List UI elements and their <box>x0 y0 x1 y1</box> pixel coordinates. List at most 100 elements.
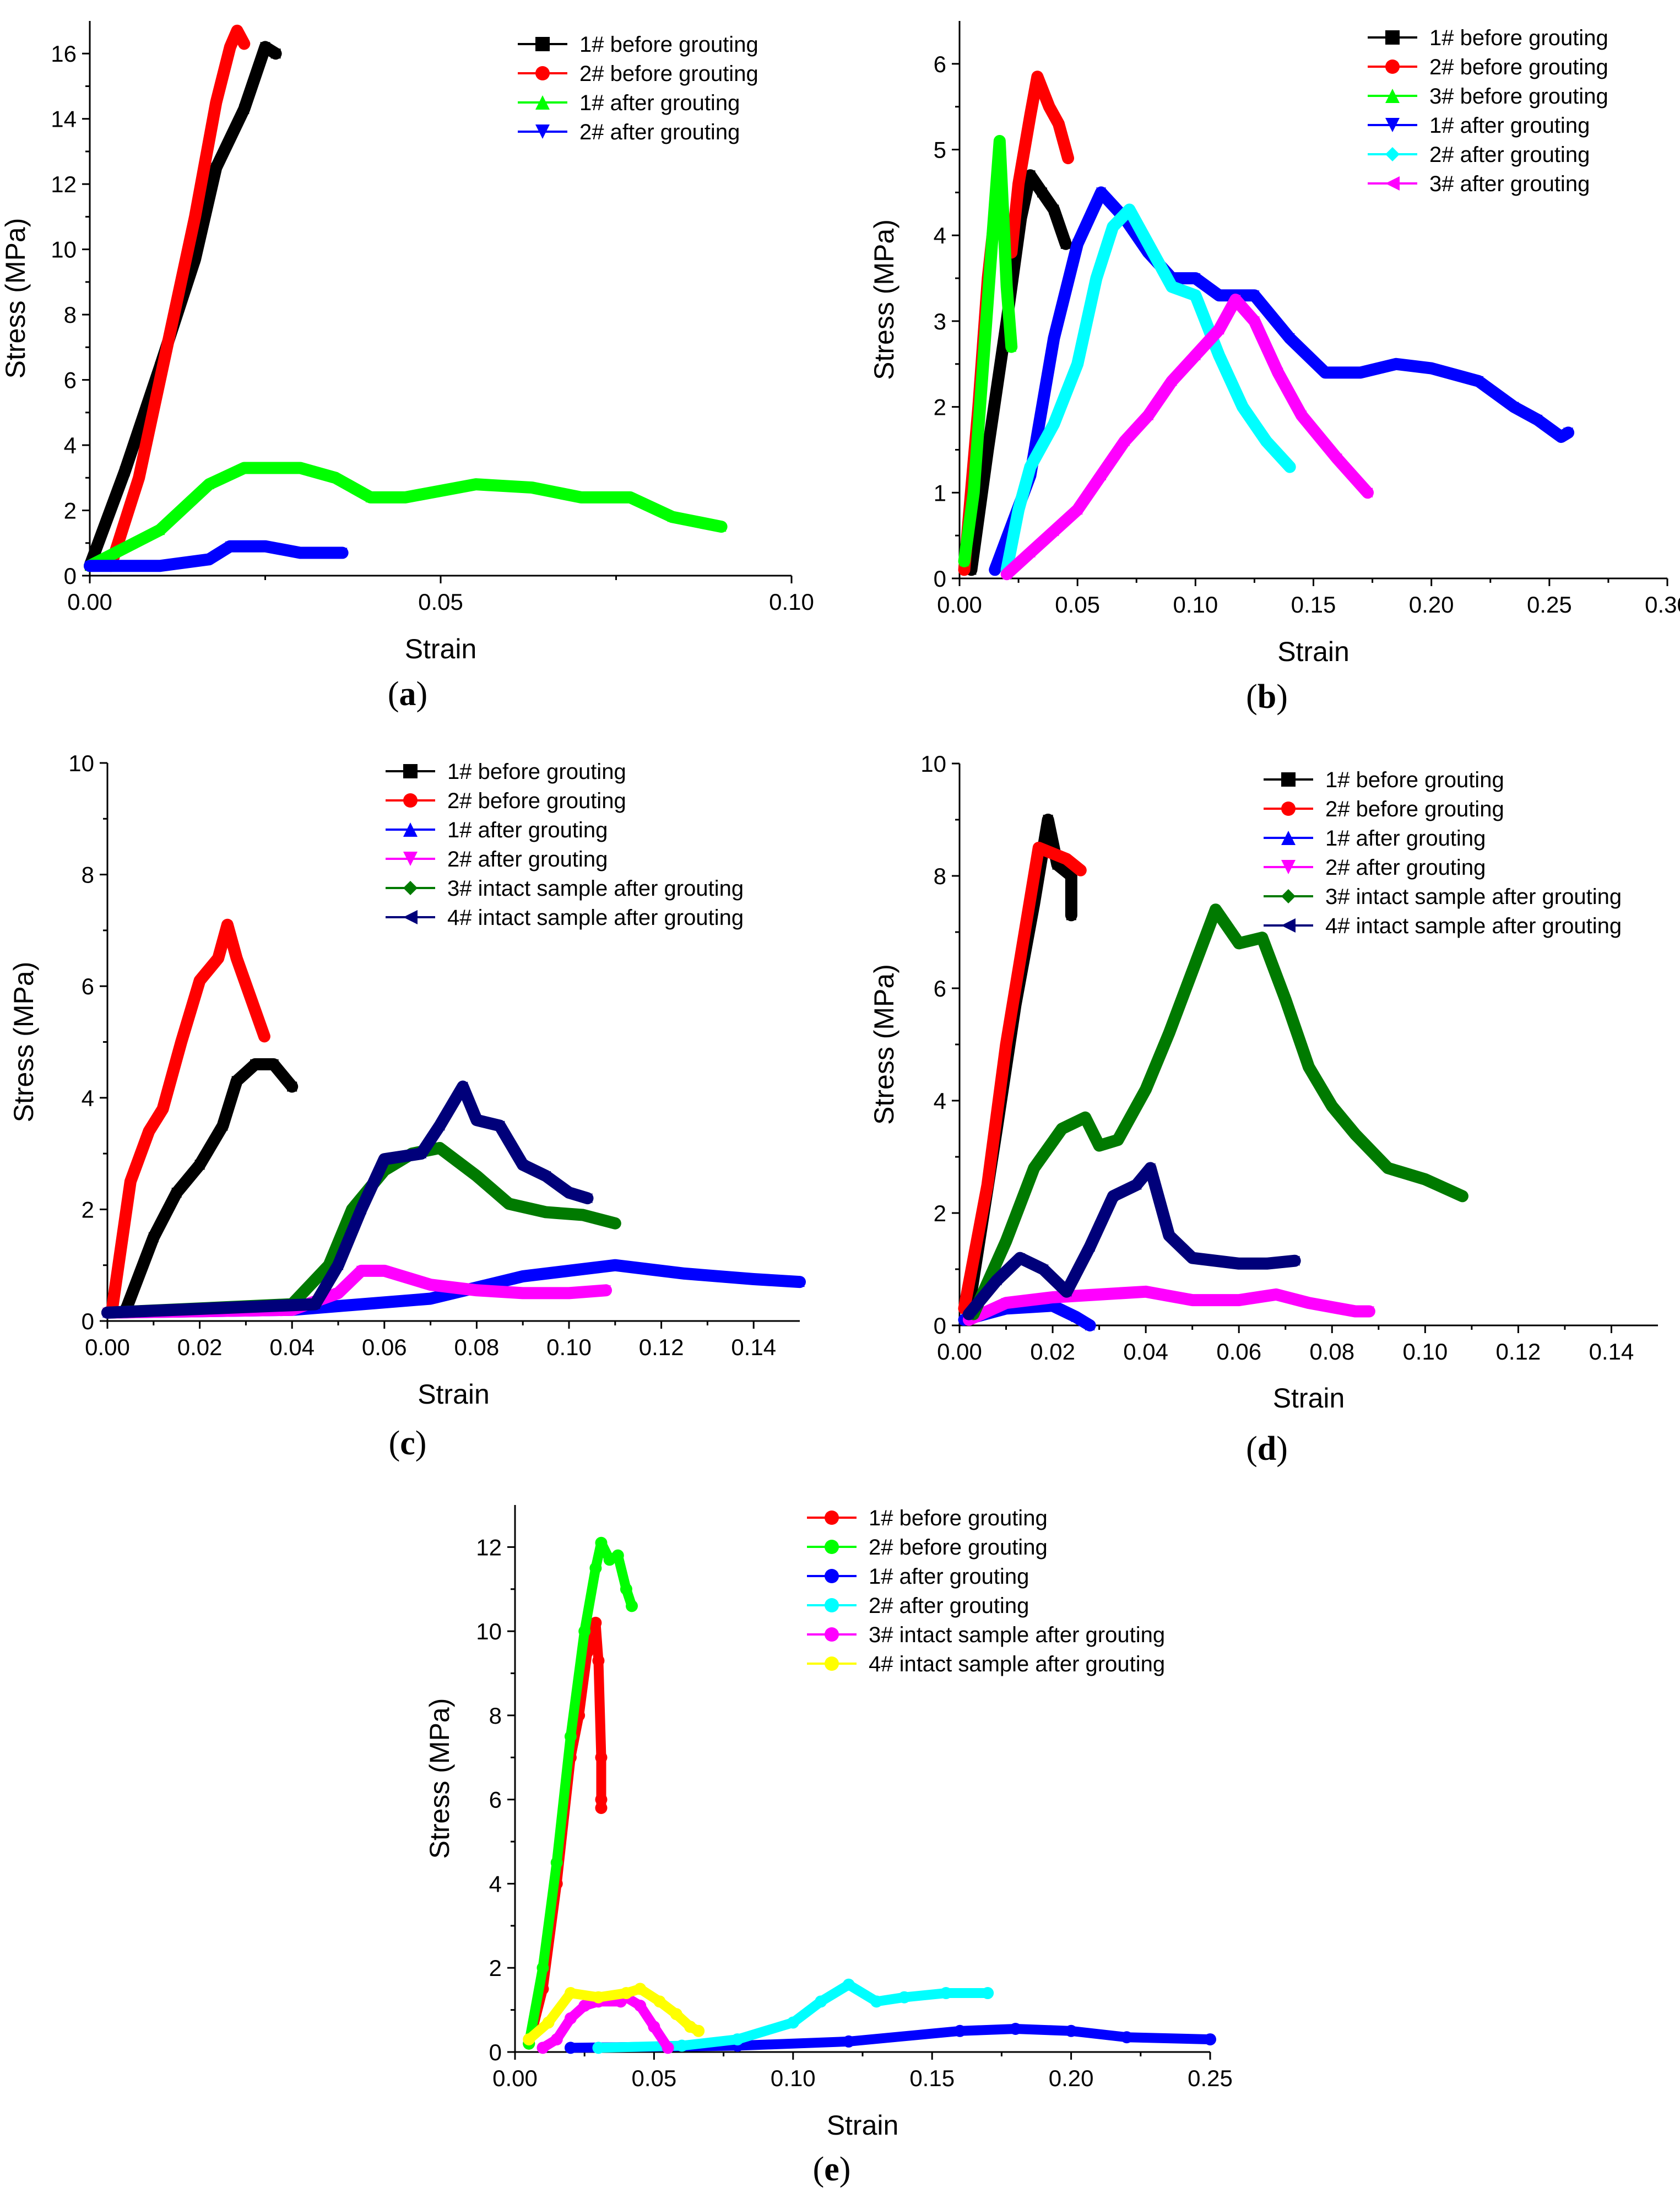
data-point <box>634 1999 647 2012</box>
x-tick-label: 0.05 <box>632 2065 677 2091</box>
data-point <box>578 1210 588 1220</box>
data-point <box>134 473 144 483</box>
data-point <box>1096 470 1106 481</box>
legend-label: 1# after grouting <box>869 1564 1029 1589</box>
data-point <box>1473 376 1484 386</box>
y-tick-label: 10 <box>920 751 946 777</box>
data-point <box>1075 865 1086 875</box>
data-point <box>1363 488 1373 498</box>
legend-label: 2# before grouting <box>579 62 758 86</box>
data-point <box>1187 966 1197 977</box>
data-point <box>595 1801 608 1814</box>
data-point <box>1061 854 1072 864</box>
x-tick-label: 0.06 <box>1216 1339 1261 1365</box>
data-point <box>576 492 586 502</box>
data-point <box>592 1991 605 2004</box>
legend-label: 2# after grouting <box>1325 856 1486 880</box>
data-point <box>356 1204 366 1215</box>
data-point <box>1190 350 1201 361</box>
legend-marker <box>1385 118 1400 132</box>
data-point <box>1061 1286 1072 1297</box>
data-point <box>144 1126 154 1136</box>
y-axis-title: Stress (MPa) <box>0 218 31 379</box>
series-line-4 <box>593 1979 993 2053</box>
data-point <box>1234 1295 1244 1306</box>
data-point <box>634 1983 647 1995</box>
data-point <box>523 2033 535 2046</box>
legend-marker <box>1385 89 1400 103</box>
legend-label: 2# before grouting <box>1429 55 1608 79</box>
data-point <box>1014 505 1024 515</box>
data-point <box>589 1562 602 1574</box>
y-tick-label: 16 <box>51 41 77 67</box>
legend-marker <box>1281 860 1296 874</box>
data-point <box>987 230 998 241</box>
y-tick-label: 14 <box>51 106 77 132</box>
data-point <box>1049 419 1059 429</box>
data-point <box>541 1171 551 1181</box>
data-point <box>1006 342 1017 352</box>
data-point <box>564 2012 577 2024</box>
data-point <box>870 1995 883 2008</box>
y-tick-label: 0 <box>934 566 946 592</box>
data-point <box>518 1271 528 1281</box>
series-line-6 <box>524 1984 704 2045</box>
y-tick-label: 10 <box>476 1618 502 1644</box>
data-point <box>204 554 214 565</box>
data-point <box>1066 871 1076 881</box>
data-point <box>1119 436 1130 446</box>
data-point <box>1509 402 1519 412</box>
data-point <box>564 1188 574 1198</box>
data-point <box>379 1265 389 1276</box>
data-point <box>1065 2024 1077 2037</box>
legend-marker <box>825 1540 839 1554</box>
y-tick-label: 6 <box>934 976 946 1001</box>
data-point <box>1120 2031 1133 2044</box>
x-tick-label: 0.08 <box>1309 1339 1354 1365</box>
data-point <box>1066 910 1076 921</box>
data-point <box>541 1207 551 1217</box>
data-point <box>239 39 250 49</box>
x-tick-label: 0.00 <box>937 592 982 618</box>
legend-marker <box>825 1569 839 1583</box>
data-point <box>1164 1230 1174 1241</box>
data-point <box>1072 505 1083 515</box>
data-point <box>963 1309 974 1319</box>
data-point <box>1145 1163 1156 1173</box>
data-point <box>1563 427 1574 438</box>
legend-label: 2# after grouting <box>447 847 608 871</box>
y-tick-label: 12 <box>51 171 77 197</box>
data-point <box>158 1104 168 1114</box>
data-point <box>204 479 214 490</box>
y-tick-label: 4 <box>64 432 77 458</box>
data-point <box>990 565 1000 575</box>
legend-marker <box>1281 802 1296 816</box>
data-point <box>1072 359 1083 369</box>
y-tick-label: 10 <box>51 237 77 263</box>
series-line-1 <box>962 814 1077 1315</box>
data-point <box>564 1288 574 1298</box>
legend-label: 1# after grouting <box>579 91 740 115</box>
x-tick-label: 0.14 <box>1589 1339 1634 1365</box>
data-point <box>595 1793 608 1806</box>
data-point <box>1391 359 1401 369</box>
y-tick-label: 8 <box>489 1703 502 1729</box>
data-point <box>425 1280 436 1290</box>
data-point <box>1167 281 1177 292</box>
x-axis-title: Strain <box>1277 636 1350 667</box>
data-point <box>155 525 165 535</box>
data-point <box>1289 1255 1300 1266</box>
data-point <box>1332 453 1342 464</box>
legend-label: 2# after grouting <box>579 120 740 144</box>
y-tick-label: 8 <box>934 863 946 889</box>
data-point <box>287 1081 297 1092</box>
data-point <box>1108 1191 1118 1201</box>
data-point <box>232 25 242 36</box>
data-point <box>295 548 306 558</box>
legend-label: 3# after grouting <box>1429 172 1590 196</box>
x-tick-label: 0.02 <box>177 1334 223 1360</box>
data-point <box>978 359 988 369</box>
chart-panel-b: 0.00 0.05 0.10 0.15 0.20 0.25 0.30 0 1 2 3 4 5 6 Strai… <box>869 21 1680 716</box>
series-line-6 <box>101 1080 594 1319</box>
x-tick-label: 0.10 <box>546 1334 592 1360</box>
